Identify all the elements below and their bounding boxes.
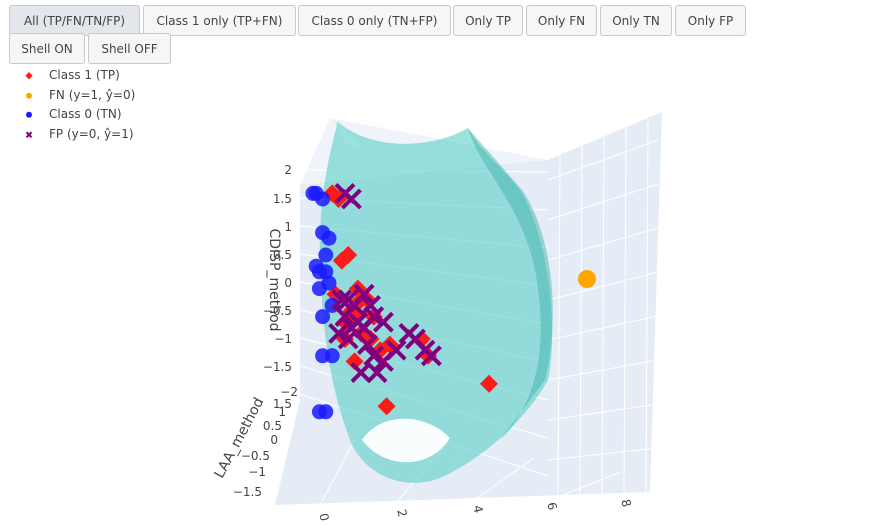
point-x-3-5[interactable] <box>353 283 375 305</box>
y-tick-label: −0.5 <box>241 449 270 463</box>
point-x-3-20[interactable] <box>420 345 442 367</box>
z-tick-label: 1 <box>284 220 292 234</box>
filter-button-4[interactable]: Only FN <box>526 5 597 36</box>
point-diamond-0-18[interactable] <box>480 374 498 393</box>
point-x-3-14[interactable] <box>363 345 385 367</box>
y-tick-label: 1 <box>278 405 286 419</box>
filter-button-2[interactable]: Class 0 only (TN+FP) <box>298 5 451 36</box>
point-circle-2-13[interactable] <box>324 348 340 364</box>
z-tick-label: −0.5 <box>263 304 292 318</box>
z-tick-label: −1 <box>274 332 292 346</box>
point-x-3-2[interactable] <box>331 289 353 311</box>
point-diamond-0-3[interactable] <box>339 246 358 264</box>
point-circle-2-4[interactable] <box>321 230 337 246</box>
y-tick-label: 0 <box>270 433 278 447</box>
point-x-3-21[interactable] <box>366 362 388 384</box>
point-circle-2-10[interactable] <box>321 275 337 291</box>
filter-button-1[interactable]: Class 1 only (TP+FN) <box>143 5 296 36</box>
filter-button-0[interactable]: All (TP/FN/TN/FP) <box>9 5 140 36</box>
point-x-3-16[interactable] <box>385 339 407 361</box>
shell-on-button[interactable]: Shell ON <box>9 33 85 64</box>
point-circle-2-15[interactable] <box>318 404 334 420</box>
legend-label: Class 1 (TP) <box>49 68 120 82</box>
axis-ticks: 21.510.50−0.5−1−1.5−2−1.5−1−0.500.511.50… <box>233 163 634 522</box>
point-circle-1-0[interactable] <box>578 270 596 288</box>
y-tick-label: −1 <box>248 465 266 479</box>
point-x-3-13[interactable] <box>356 334 378 356</box>
point-x-3-24[interactable] <box>337 328 359 350</box>
z-axis-title: CDISP_method <box>266 228 282 331</box>
legend-item-1[interactable]: FN (y=1, ŷ=0) <box>22 86 135 106</box>
legend: Class 1 (TP) FN (y=1, ŷ=0) Class 0 (TN) FP … <box>22 66 135 144</box>
z-tick-label: 0 <box>284 276 292 290</box>
point-diamond-0-19[interactable] <box>377 397 396 416</box>
point-x-3-7[interactable] <box>334 306 356 328</box>
data-marks <box>305 182 596 420</box>
legend-marker-x-icon <box>25 131 33 138</box>
legend-marker-circle-icon <box>26 111 32 118</box>
point-x-3-1[interactable] <box>340 188 362 210</box>
filter-button-6[interactable]: Only FP <box>675 5 746 36</box>
point-x-3-12[interactable] <box>372 311 394 333</box>
y-tick-label: 0.5 <box>263 419 282 433</box>
filter-button-5[interactable]: Only TN <box>600 5 672 36</box>
point-x-3-23[interactable] <box>328 322 350 344</box>
z-tick-label: −1.5 <box>263 360 292 374</box>
shell-off-button[interactable]: Shell OFF <box>88 33 171 64</box>
legend-item-0[interactable]: Class 1 (TP) <box>22 66 135 86</box>
x-tick-label: 2 <box>394 508 409 518</box>
z-tick-label: −2 <box>280 385 298 399</box>
z-tick-label: 2 <box>284 163 292 177</box>
decision-shell-surface <box>319 122 553 483</box>
x-tick-label: 0 <box>316 512 331 522</box>
legend-label: FN (y=1, ŷ=0) <box>49 87 136 102</box>
y-tick-label: −1.5 <box>233 485 262 499</box>
x-tick-label: 4 <box>470 504 485 514</box>
point-circle-2-7[interactable] <box>318 247 334 263</box>
legend-marker-circle-icon <box>26 92 32 99</box>
legend-item-3[interactable]: FP (y=0, ŷ=1) <box>22 125 135 145</box>
point-x-3-11[interactable] <box>363 306 385 328</box>
legend-marker-diamond-icon <box>25 72 33 80</box>
x-tick-label: 8 <box>618 498 633 508</box>
legend-label: FP (y=0, ŷ=1) <box>49 126 134 141</box>
y-tick-label: 1.5 <box>273 397 292 411</box>
point-x-3-22[interactable] <box>350 362 372 384</box>
legend-label: Class 0 (TN) <box>49 107 122 121</box>
z-tick-label: 1.5 <box>273 192 292 206</box>
point-circle-2-2[interactable] <box>315 191 331 207</box>
legend-item-2[interactable]: Class 0 (TN) <box>22 105 135 125</box>
z-tick-label: 0.5 <box>273 248 292 262</box>
point-diamond-0-15[interactable] <box>345 352 364 371</box>
point-circle-2-11[interactable] <box>315 309 331 325</box>
x-tick-label: 6 <box>544 501 559 511</box>
filter-button-3[interactable]: Only TP <box>453 5 523 36</box>
